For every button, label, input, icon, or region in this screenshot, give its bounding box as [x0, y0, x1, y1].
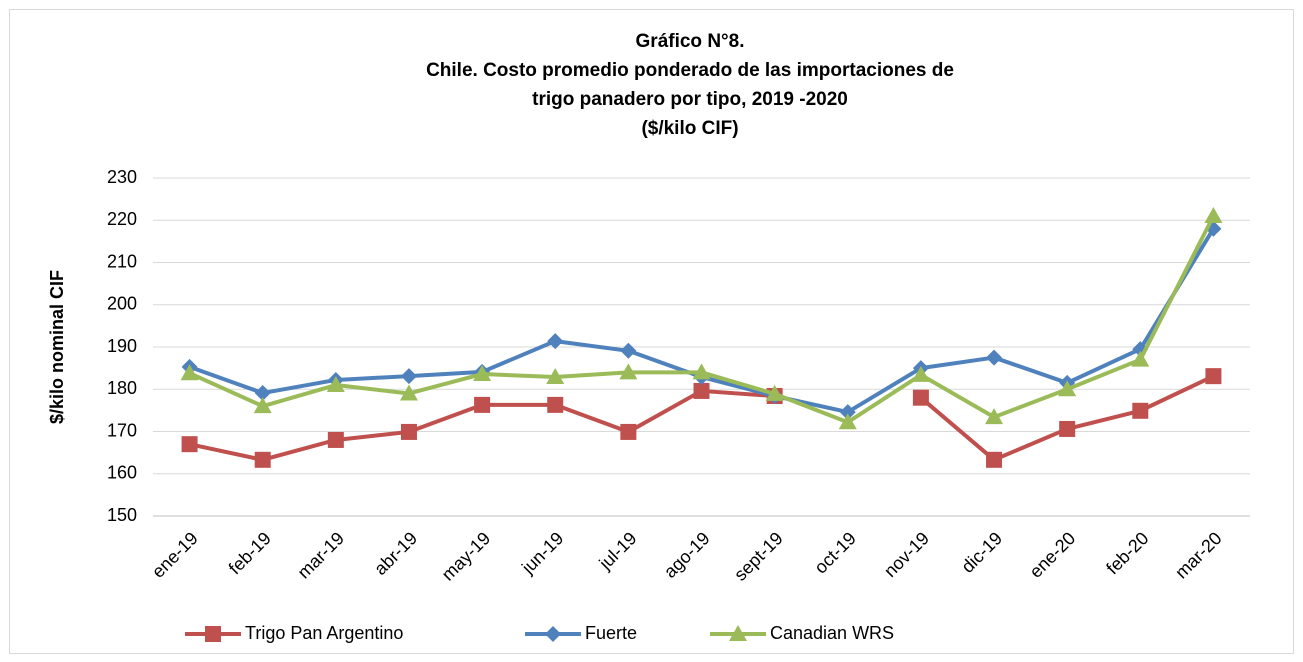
- data-point: [693, 382, 710, 399]
- data-point: [1205, 368, 1222, 385]
- legend-marker: [729, 625, 747, 641]
- data-point: [619, 363, 638, 380]
- legend-label: Canadian WRS: [770, 623, 894, 643]
- chart-title: trigo panadero por tipo, 2019 -2020: [532, 89, 848, 110]
- data-point: [838, 413, 857, 430]
- legend-label: Trigo Pan Argentino: [245, 623, 403, 643]
- data-point: [620, 423, 637, 440]
- data-point: [253, 397, 272, 414]
- data-point: [254, 385, 271, 402]
- y-tick-label: 230: [107, 167, 137, 187]
- y-tick-label: 170: [107, 420, 137, 440]
- data-point: [547, 396, 564, 413]
- data-point: [692, 363, 711, 380]
- y-tick-label: 180: [107, 378, 137, 398]
- y-tick-label: 220: [107, 209, 137, 229]
- data-point: [327, 431, 344, 448]
- y-tick-label: 190: [107, 336, 137, 356]
- legend-marker: [545, 626, 561, 642]
- chart-title: ($/kilo CIF): [641, 118, 738, 139]
- data-point: [986, 451, 1003, 468]
- data-point: [547, 333, 564, 350]
- legend-marker: [205, 626, 221, 642]
- data-point: [546, 367, 565, 384]
- y-tick-label: 150: [107, 505, 137, 525]
- frame: [9, 9, 1294, 654]
- data-point: [765, 384, 784, 401]
- data-point: [985, 408, 1004, 425]
- y-tick-label: 200: [107, 294, 137, 314]
- data-point: [986, 349, 1003, 366]
- data-point: [181, 436, 198, 453]
- chart-title: Gráfico N°8.: [636, 31, 745, 52]
- data-point: [620, 342, 637, 359]
- data-point: [912, 389, 929, 406]
- data-point: [1204, 207, 1223, 224]
- data-point: [1132, 402, 1149, 419]
- chart-title: Chile. Costo promedio ponderado de las i…: [426, 60, 954, 81]
- data-point: [839, 404, 856, 421]
- y-axis-label: $/kilo nominal CIF: [47, 270, 67, 424]
- data-point: [399, 384, 418, 401]
- data-point: [1131, 350, 1150, 367]
- data-point: [1058, 380, 1077, 397]
- data-point: [254, 451, 271, 468]
- data-point: [400, 423, 417, 440]
- data-point: [326, 376, 345, 393]
- data-point: [1059, 420, 1076, 437]
- data-point: [473, 365, 492, 382]
- y-tick-label: 160: [107, 463, 137, 483]
- data-point: [911, 365, 930, 382]
- data-point: [180, 364, 199, 381]
- data-point: [474, 396, 491, 413]
- legend-label: Fuerte: [585, 623, 637, 643]
- data-point: [400, 368, 417, 385]
- y-tick-label: 210: [107, 251, 137, 271]
